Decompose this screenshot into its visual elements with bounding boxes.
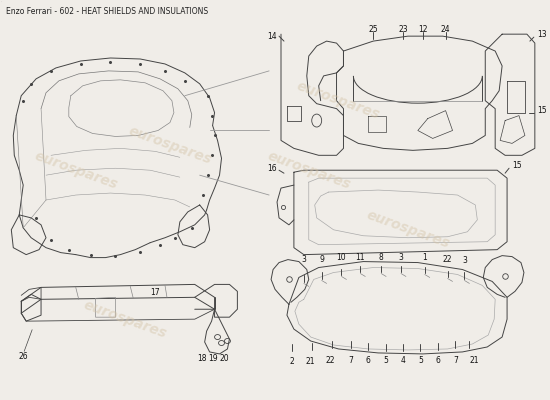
Text: 26: 26: [18, 352, 28, 362]
Text: 21: 21: [306, 357, 316, 366]
Text: eurospares: eurospares: [265, 149, 353, 192]
Text: eurospares: eurospares: [32, 149, 119, 192]
Text: 7: 7: [453, 356, 458, 365]
Text: 4: 4: [400, 356, 405, 365]
Text: 16: 16: [267, 164, 277, 173]
Text: 3: 3: [301, 255, 306, 264]
Text: 18: 18: [197, 354, 206, 363]
Text: Enzo Ferrari - 602 - HEAT SHIELDS AND INSULATIONS: Enzo Ferrari - 602 - HEAT SHIELDS AND IN…: [7, 7, 208, 16]
Text: 7: 7: [348, 356, 353, 365]
Text: 17: 17: [150, 288, 160, 297]
Text: eurospares: eurospares: [126, 124, 213, 167]
Text: 2: 2: [289, 357, 294, 366]
Text: 19: 19: [208, 354, 217, 363]
Text: 12: 12: [418, 25, 427, 34]
Text: 8: 8: [379, 253, 383, 262]
Text: 13: 13: [537, 30, 547, 39]
Text: 14: 14: [267, 32, 277, 41]
Text: 11: 11: [356, 253, 365, 262]
Text: 23: 23: [398, 25, 408, 34]
Text: eurospares: eurospares: [82, 298, 169, 341]
Text: 5: 5: [384, 356, 388, 365]
Text: 22: 22: [326, 356, 336, 365]
Text: eurospares: eurospares: [364, 208, 452, 251]
Text: 6: 6: [366, 356, 371, 365]
Text: 21: 21: [470, 356, 479, 365]
Text: 22: 22: [443, 255, 452, 264]
Text: 20: 20: [219, 354, 229, 363]
Text: 15: 15: [537, 106, 547, 115]
Text: 1: 1: [422, 253, 427, 262]
Text: 3: 3: [462, 256, 467, 265]
Text: 24: 24: [441, 25, 450, 34]
Text: 9: 9: [319, 255, 324, 264]
Text: 5: 5: [419, 356, 424, 365]
Text: 6: 6: [435, 356, 440, 365]
Text: 15: 15: [512, 161, 521, 170]
Text: 3: 3: [399, 253, 403, 262]
Text: 10: 10: [337, 253, 346, 262]
Text: 25: 25: [368, 25, 378, 34]
Text: eurospares: eurospares: [295, 79, 382, 122]
